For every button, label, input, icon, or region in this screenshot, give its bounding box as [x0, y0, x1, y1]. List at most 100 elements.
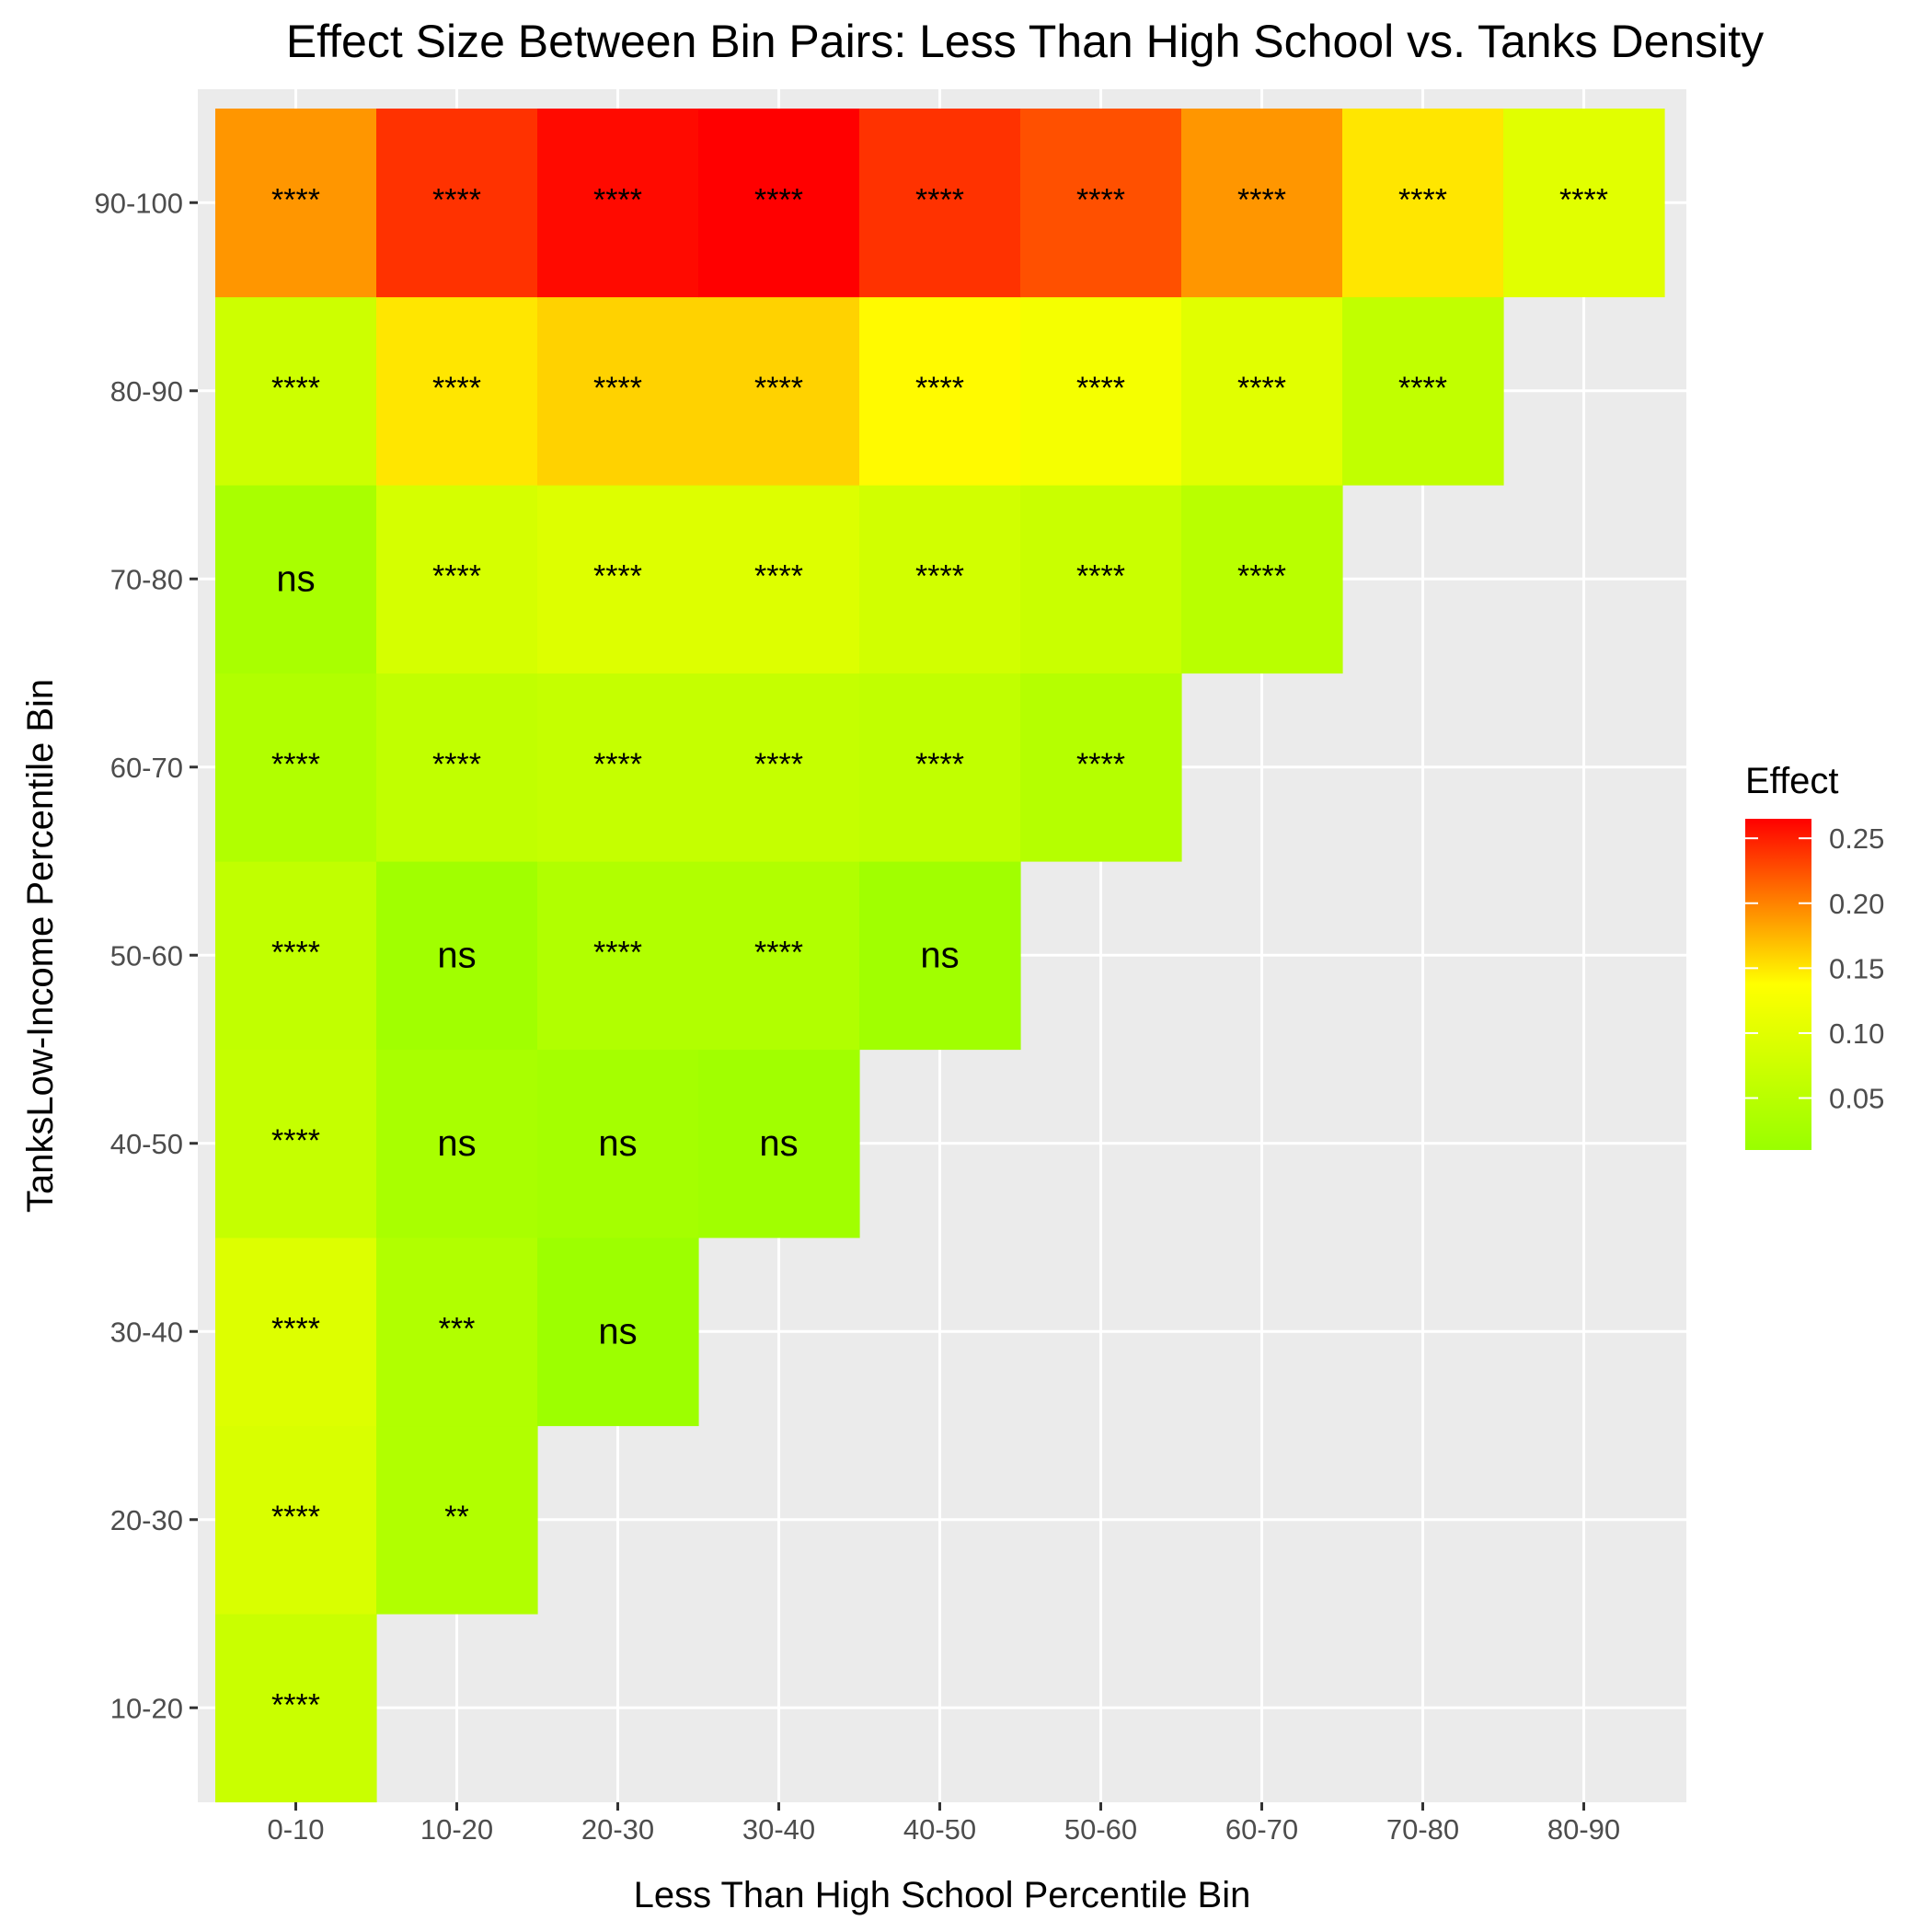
significance-label: ****	[271, 1687, 320, 1722]
heatmap-cell	[376, 1237, 538, 1427]
y-tick-label: 50-60	[110, 939, 183, 972]
significance-label: ****	[271, 1311, 320, 1346]
y-tick-label: 30-40	[110, 1316, 183, 1348]
legend-break-label: 0.15	[1829, 952, 1884, 984]
significance-label: ****	[1237, 371, 1286, 406]
heatmap-cell	[859, 485, 1021, 674]
heatmap-cell	[1020, 296, 1182, 486]
heatmap-cell	[698, 673, 860, 862]
heatmap-cell	[859, 109, 1021, 298]
legend: Effect 0.05 0.10 0.15 0.20 0.25	[1745, 761, 1884, 1150]
significance-label: ****	[271, 1500, 320, 1535]
heatmap-cell	[376, 296, 538, 486]
x-tick-label: 80-90	[1547, 1813, 1620, 1846]
significance-label: ns	[276, 558, 315, 599]
significance-label: ****	[1237, 558, 1286, 593]
significance-label: ****	[915, 558, 964, 593]
significance-label: ****	[271, 371, 320, 406]
legend-break-label: 0.25	[1829, 822, 1884, 855]
heatmap-cell	[215, 109, 377, 298]
heatmap-cell	[1020, 485, 1182, 674]
significance-label: ****	[754, 747, 803, 782]
heatmap-cell	[376, 861, 538, 1051]
significance-label: ****	[915, 182, 964, 217]
significance-label: ****	[432, 558, 481, 593]
significance-label: **	[444, 1500, 468, 1535]
legend-break-label: 0.05	[1829, 1083, 1884, 1115]
heatmap-cell	[376, 485, 538, 674]
heatmap-cell	[698, 1049, 860, 1238]
x-tick-label: 50-60	[1064, 1813, 1137, 1846]
heatmap-cell	[537, 673, 699, 862]
y-tick-label: 80-90	[110, 375, 183, 408]
significance-label: ****	[915, 747, 964, 782]
significance-label: ****	[754, 558, 803, 593]
significance-label: ****	[593, 371, 642, 406]
significance-label: ****	[432, 371, 481, 406]
significance-label: ****	[593, 747, 642, 782]
heatmap-cell	[537, 1237, 699, 1427]
significance-label: ****	[271, 182, 320, 217]
significance-label: ****	[1076, 182, 1125, 217]
significance-label: ****	[593, 935, 642, 970]
x-tick-label: 60-70	[1225, 1813, 1298, 1846]
heatmap-cell	[376, 673, 538, 862]
heatmap-cell	[1181, 485, 1343, 674]
legend-ticks: 0.05 0.10 0.15 0.20 0.25	[1745, 822, 1884, 1115]
x-tick-label: 40-50	[903, 1813, 976, 1846]
significance-label: ****	[915, 371, 964, 406]
significance-label: ****	[1559, 182, 1608, 217]
heatmap-cell	[376, 1049, 538, 1238]
heatmap-cell	[1503, 109, 1665, 298]
significance-label: ns	[598, 1123, 637, 1164]
significance-label: ns	[759, 1123, 798, 1164]
heatmap-cell	[537, 1049, 699, 1238]
legend-break-label: 0.10	[1829, 1018, 1884, 1050]
legend-title: Effect	[1745, 761, 1839, 801]
significance-label: ****	[432, 182, 481, 217]
heatmap-cell	[1020, 673, 1182, 862]
heatmap-cell	[859, 673, 1021, 862]
heatmap-cell	[376, 109, 538, 298]
legend-colorbar	[1745, 819, 1811, 1150]
significance-label: ****	[271, 935, 320, 970]
heatmap-cell	[859, 861, 1021, 1051]
significance-label: ****	[754, 371, 803, 406]
heatmap-cell	[1181, 109, 1343, 298]
heatmap-cell	[698, 109, 860, 298]
significance-label: ****	[1076, 558, 1125, 593]
heatmap-cell	[215, 673, 377, 862]
significance-label: ****	[1237, 182, 1286, 217]
y-axis: 10-20 20-30 30-40 40-50 50-60 60-70 70-80 80-90…	[94, 187, 198, 1724]
y-tick-label: 20-30	[110, 1504, 183, 1536]
heatmap-cell	[1342, 296, 1504, 486]
heatmap-cell	[698, 861, 860, 1051]
heatmap-cell	[215, 1237, 377, 1427]
y-tick-label: 70-80	[110, 563, 183, 595]
x-tick-label: 20-30	[581, 1813, 654, 1846]
x-tick-label: 10-20	[420, 1813, 493, 1846]
legend-break-label: 0.20	[1829, 888, 1884, 920]
significance-label: ns	[598, 1311, 637, 1351]
heatmap-cell	[1181, 296, 1343, 486]
chart-title: Effect Size Between Bin Pairs: Less Than…	[286, 16, 1764, 67]
significance-label: ****	[271, 1123, 320, 1158]
heatmap-cell	[537, 861, 699, 1051]
y-tick-label: 40-50	[110, 1128, 183, 1160]
heatmap-cell	[537, 296, 699, 486]
heatmap-cell	[215, 1425, 377, 1615]
heatmap-cell	[215, 1049, 377, 1238]
heatmap-cell	[215, 485, 377, 674]
x-axis-title: Less Than High School Percentile Bin	[634, 1875, 1251, 1915]
y-tick-label: 60-70	[110, 752, 183, 784]
y-axis-title: TanksLow-Income Percentile Bin	[20, 679, 61, 1213]
x-tick-label: 70-80	[1386, 1813, 1459, 1846]
x-axis: 0-10 10-20 20-30 30-40 40-50 50-60 60-70 70-80 8…	[267, 1802, 1620, 1846]
heatmap-cell	[698, 296, 860, 486]
heatmap-cell	[537, 109, 699, 298]
significance-label: ns	[920, 935, 959, 975]
heatmap-cell	[859, 296, 1021, 486]
heatmap-cells	[215, 109, 1665, 1803]
